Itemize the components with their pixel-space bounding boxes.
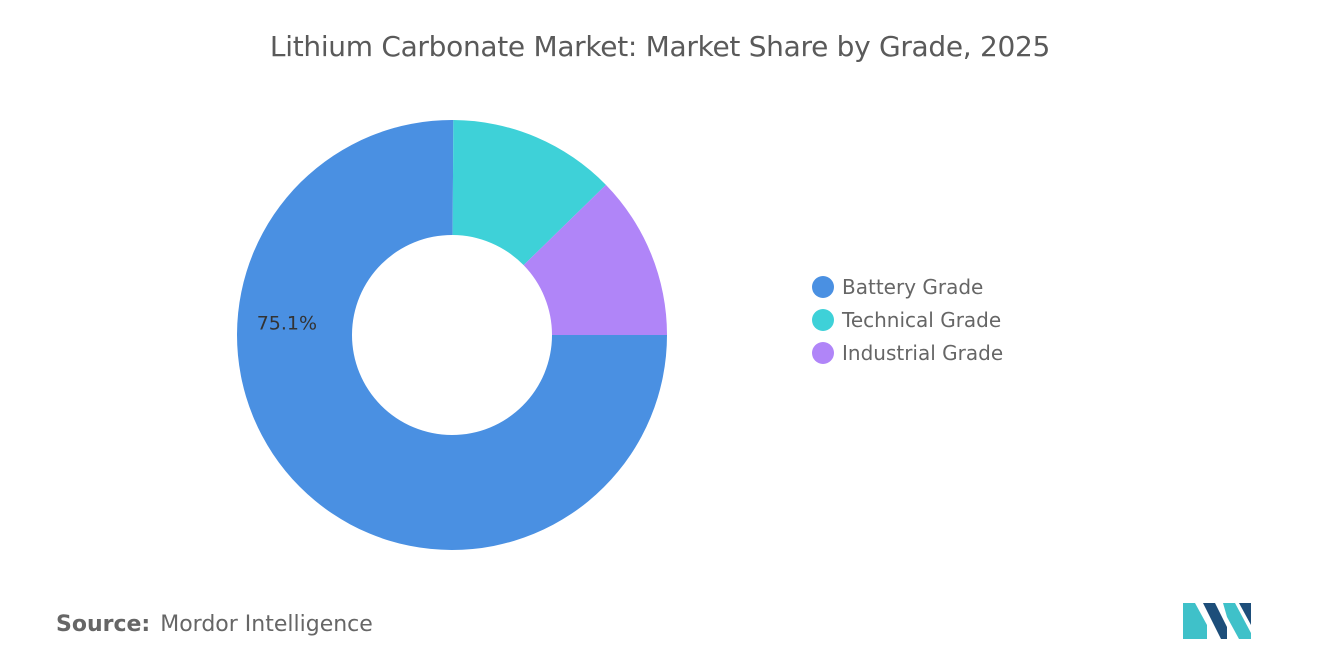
donut-slices [237,120,667,551]
legend-swatch [812,341,834,364]
mordor-intelligence-logo [1183,603,1251,639]
source-label: Source: [56,612,151,637]
source-value: Mordor Intelligence [160,612,373,637]
data-label-battery-grade: 75.1% [257,312,317,334]
chart-title: Lithium Carbonate Market: Market Share b… [269,30,1051,63]
legend-label: Battery Grade [842,274,984,299]
legend: Battery Grade Technical Grade Industrial G… [812,270,1003,369]
legend-swatch [812,308,834,331]
slice-battery-grade [237,120,667,551]
legend-label: Technical Grade [842,307,1002,332]
slice-technical-grade [452,120,606,266]
legend-swatch [812,275,834,298]
source-note: Source: Mordor Intelligence [56,612,373,637]
slice-industrial-grade [523,184,667,335]
legend-item-industrial-grade: Industrial Grade [812,336,1003,369]
data-labels: 75.1% [257,312,317,334]
legend-item-technical-grade: Technical Grade [812,303,1003,336]
legend-item-battery-grade: Battery Grade [812,270,1003,303]
legend-label: Industrial Grade [842,340,1004,365]
